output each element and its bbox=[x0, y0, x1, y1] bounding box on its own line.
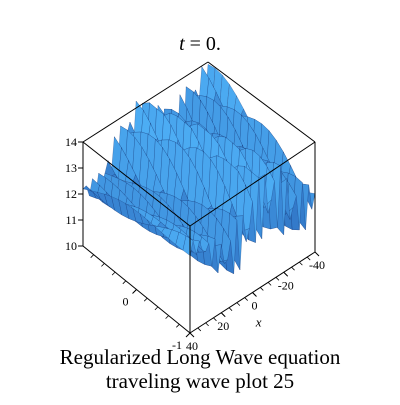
x-minor-tick bbox=[306, 256, 311, 261]
x-minor-tick bbox=[252, 292, 256, 296]
x-tick: -20 bbox=[278, 271, 294, 292]
x-minor-tick bbox=[228, 307, 233, 311]
box-edge bbox=[82, 61, 209, 143]
z-tick-label: 10 bbox=[65, 239, 77, 253]
surface-patch bbox=[182, 235, 194, 256]
y-minor-tick bbox=[154, 306, 159, 311]
z-tick: 14 bbox=[65, 135, 83, 149]
y-minor-tick bbox=[165, 315, 169, 319]
x-tick: -40 bbox=[309, 251, 325, 272]
x-minor-tick bbox=[291, 266, 295, 271]
box-edge bbox=[82, 141, 191, 227]
caption-line-2: traveling wave plot 25 bbox=[105, 369, 295, 393]
x-minor-tick bbox=[260, 287, 264, 291]
y-tick: 0 bbox=[123, 289, 137, 309]
x-tick: 0 bbox=[252, 292, 258, 313]
z-tick-label: 13 bbox=[65, 161, 77, 175]
x-minor-tick bbox=[213, 317, 217, 322]
x-minor-tick bbox=[205, 322, 209, 327]
z-tick-label: 12 bbox=[65, 187, 77, 201]
x-tick: 40 bbox=[186, 332, 198, 353]
x-minor-tick bbox=[244, 297, 248, 301]
z-tick-label: 14 bbox=[65, 135, 77, 149]
z-tick: 11 bbox=[65, 213, 83, 227]
y-minor-tick bbox=[143, 297, 148, 302]
y-tick: -1 bbox=[172, 332, 191, 352]
z-tick-label: 11 bbox=[65, 213, 77, 227]
box-edge bbox=[189, 141, 316, 227]
y-minor-tick bbox=[133, 289, 137, 293]
y-tick-label: 0 bbox=[123, 295, 129, 309]
plot-title: t = 0. bbox=[0, 33, 400, 56]
title-variable: t bbox=[179, 33, 185, 55]
x-tick: 20 bbox=[217, 312, 229, 333]
x-minor-tick bbox=[236, 302, 241, 306]
x-tick-label: -40 bbox=[309, 258, 325, 272]
x-minor-tick bbox=[299, 261, 303, 266]
axis-layer: 10 11 12 13 14 -1 0 -40 -20 0 20 40 x bbox=[65, 135, 325, 353]
z-tick: 13 bbox=[65, 161, 83, 175]
caption-line-1: Regularized Long Wave equation bbox=[59, 345, 341, 369]
z-tick: 12 bbox=[65, 187, 83, 201]
y-minor-tick bbox=[176, 324, 180, 328]
z-tick: 10 bbox=[65, 239, 83, 253]
box-edge bbox=[207, 61, 316, 143]
y-tick-label: -1 bbox=[172, 338, 182, 352]
title-text: = 0. bbox=[184, 33, 221, 55]
x-minor-tick bbox=[220, 312, 225, 317]
x-tick-label: 40 bbox=[186, 339, 198, 353]
x-minor-tick bbox=[267, 282, 272, 286]
y-minor-tick bbox=[90, 254, 94, 258]
y-minor-tick bbox=[101, 263, 105, 267]
x-minor-tick bbox=[283, 271, 288, 276]
x-tick-label: 20 bbox=[217, 319, 229, 333]
x-axis-label: x bbox=[255, 315, 262, 330]
x-minor-tick bbox=[275, 277, 280, 281]
x-tick-label: -20 bbox=[278, 278, 294, 292]
y-minor-tick bbox=[122, 280, 127, 285]
x-minor-tick bbox=[197, 327, 202, 332]
x-tick-label: 0 bbox=[252, 299, 258, 313]
y-minor-tick bbox=[111, 271, 116, 276]
